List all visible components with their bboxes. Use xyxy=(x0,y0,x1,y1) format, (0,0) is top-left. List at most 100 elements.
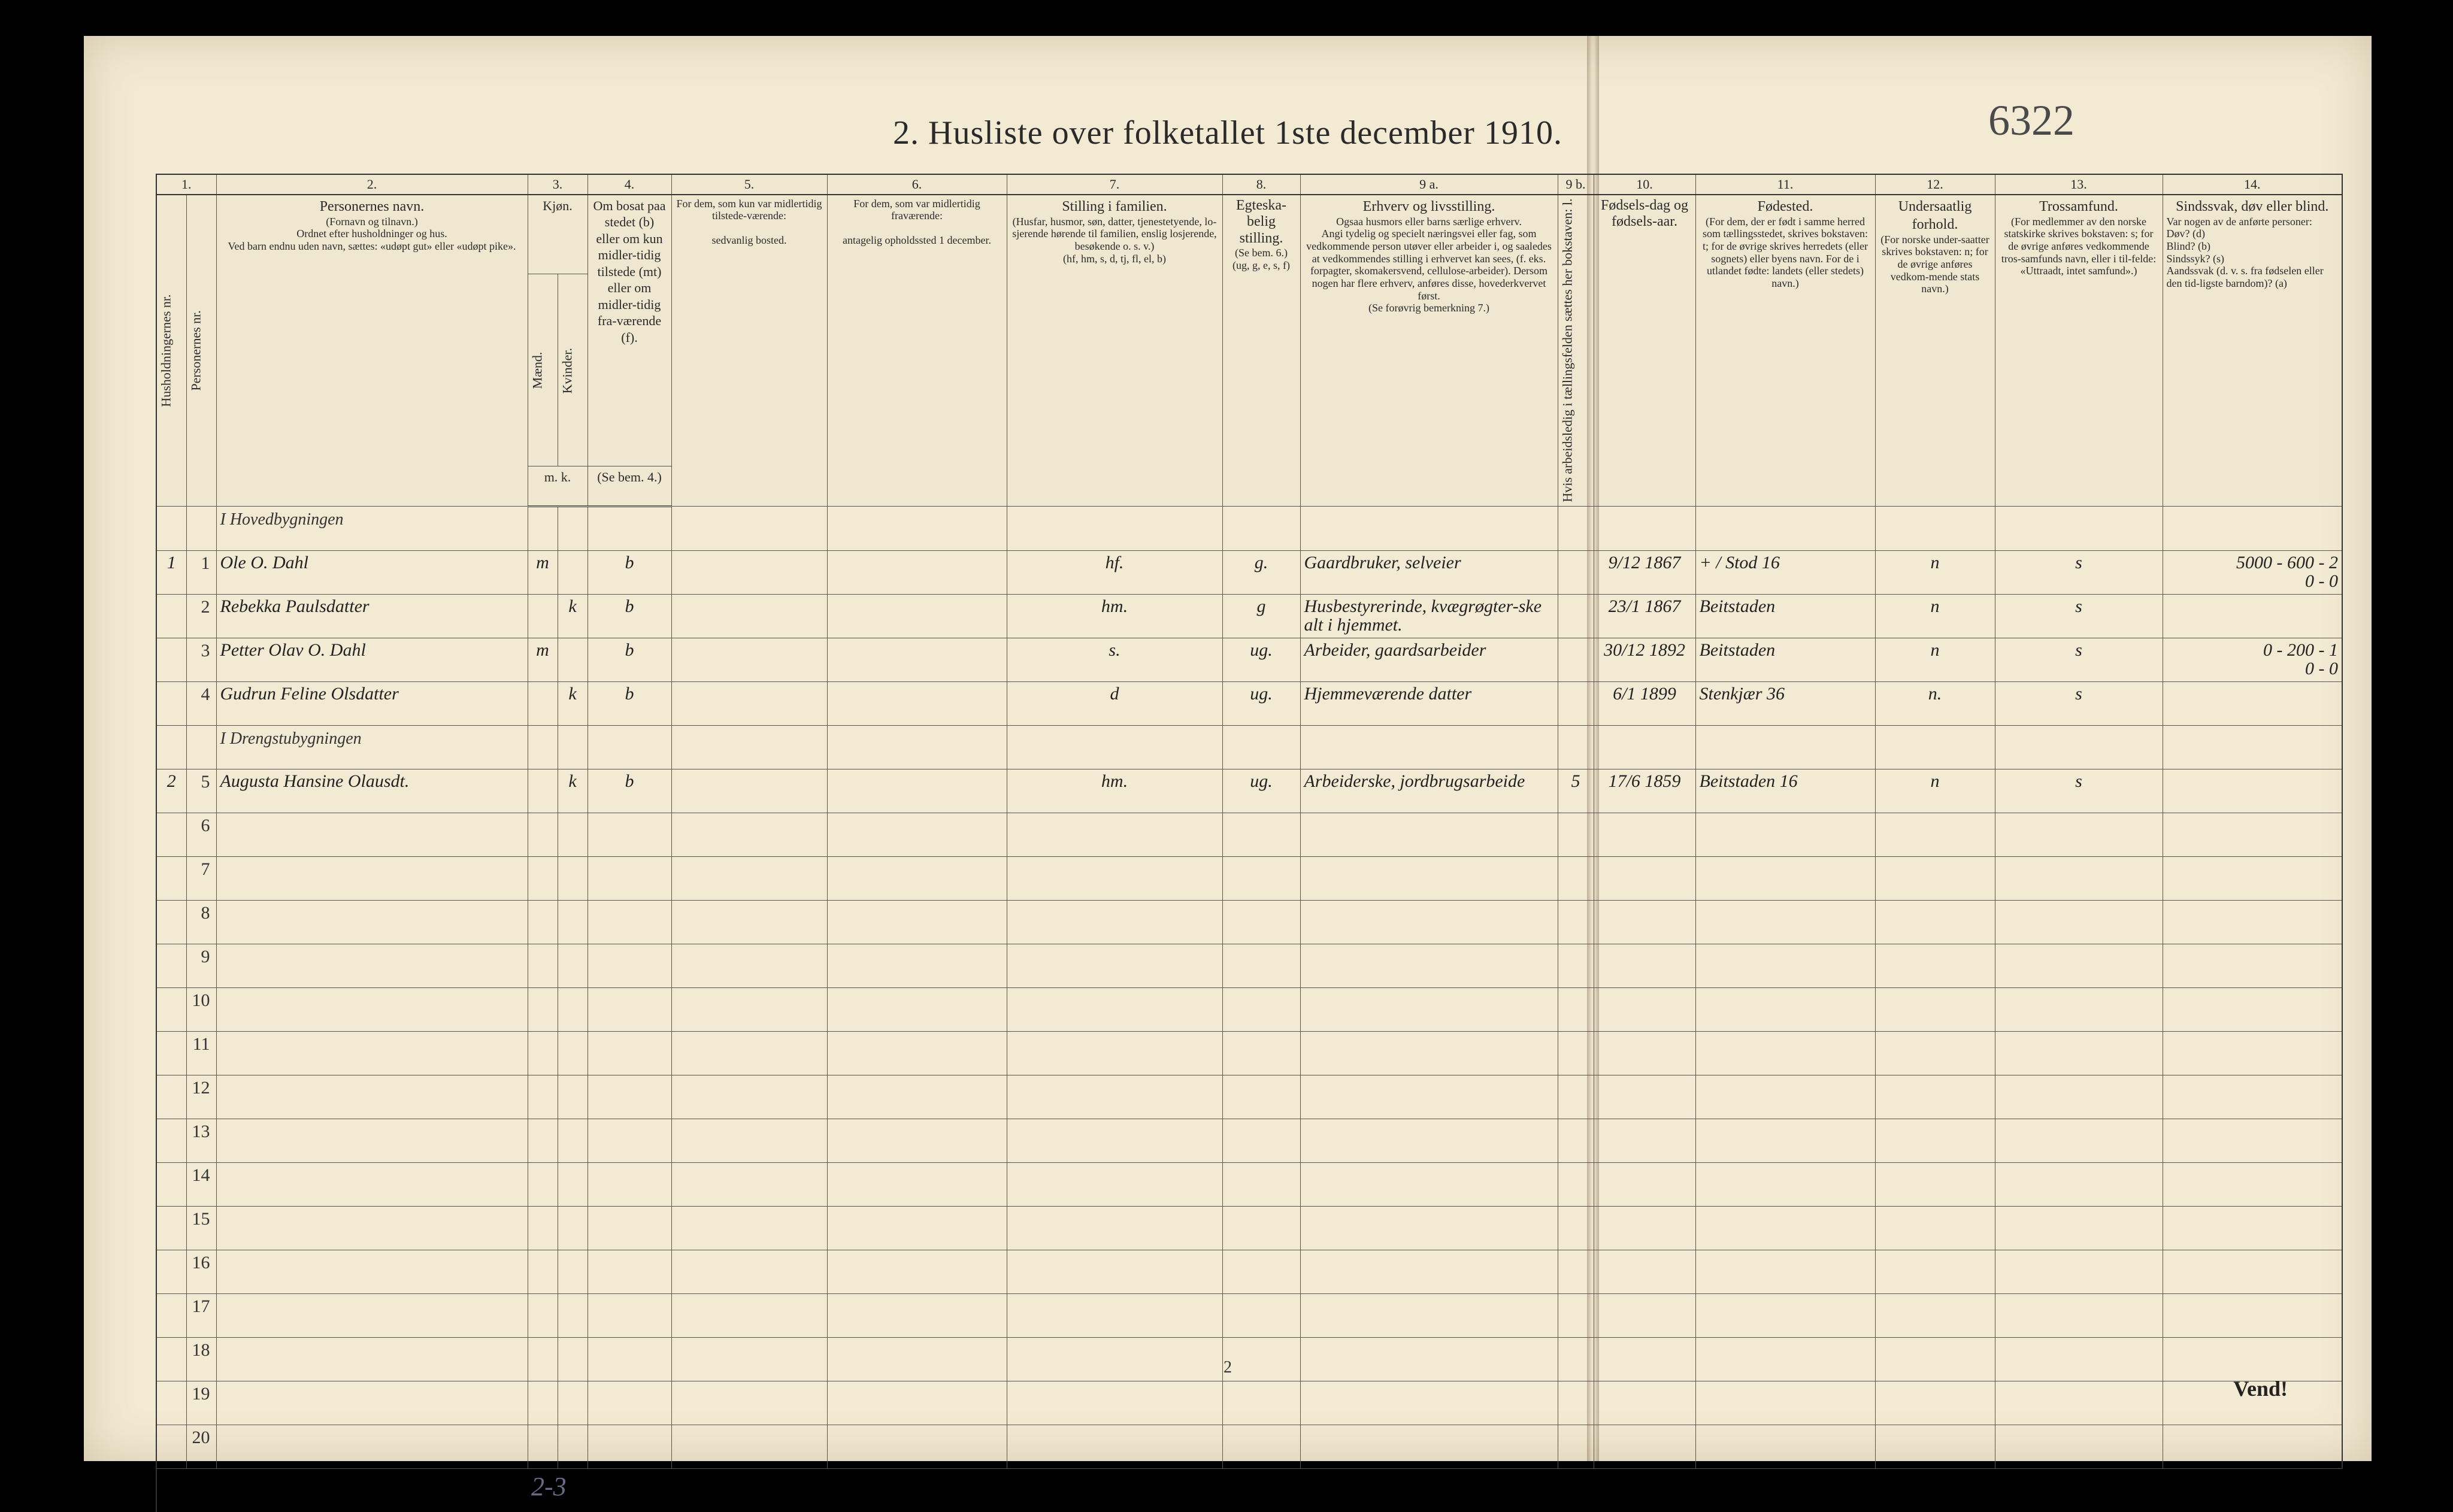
cell xyxy=(156,856,186,900)
cell xyxy=(1875,1031,1995,1075)
cell xyxy=(216,987,528,1031)
hdr-sex-m: Mænd. xyxy=(528,274,558,466)
cell xyxy=(1995,1075,2163,1119)
hdr-col5-sub: sedvanlig bosted. xyxy=(676,234,823,247)
cell: Arbeiderske, jordbrugsarbeide xyxy=(1300,769,1558,813)
cell: hm. xyxy=(1007,594,1222,638)
cell: 3 xyxy=(186,638,216,681)
hdr-col9a-title: Erhverv og livsstilling. xyxy=(1304,198,1554,216)
cell xyxy=(528,813,558,856)
hdr-name-sub2: Ordnet efter husholdninger og hus. xyxy=(220,228,524,240)
cell xyxy=(558,813,587,856)
cell xyxy=(1300,1250,1558,1293)
cell xyxy=(156,1075,186,1119)
cell xyxy=(1300,944,1558,987)
cell xyxy=(558,1119,587,1162)
cell xyxy=(1875,1425,1995,1468)
colnum-2: 2. xyxy=(216,174,528,195)
cell xyxy=(1007,506,1222,550)
hdr-col5: For dem, som kun var midlertidig tilsted… xyxy=(671,195,827,507)
cell xyxy=(558,944,587,987)
cell xyxy=(1695,506,1875,550)
cell xyxy=(2163,1425,2342,1468)
cell: s. xyxy=(1007,638,1222,681)
cell xyxy=(528,1206,558,1250)
table-row-empty: 19 xyxy=(156,1381,2342,1425)
cell xyxy=(1995,1293,2163,1337)
hdr-col8-title: Egteska-belig stilling. xyxy=(1226,198,1297,247)
cell xyxy=(1300,987,1558,1031)
cell xyxy=(558,856,587,900)
cell xyxy=(156,944,186,987)
cell xyxy=(671,1250,827,1293)
cell xyxy=(827,1425,1007,1468)
cell xyxy=(1558,1381,1594,1425)
cell xyxy=(1594,1425,1695,1468)
cell xyxy=(1007,1206,1222,1250)
cell xyxy=(1300,1075,1558,1119)
cell xyxy=(1875,1250,1995,1293)
cell xyxy=(156,1381,186,1425)
cell xyxy=(587,725,671,769)
cell: 9/12 1867 xyxy=(1594,550,1695,594)
cell xyxy=(216,813,528,856)
cell xyxy=(156,1162,186,1206)
cell xyxy=(528,1293,558,1337)
cell xyxy=(1558,1425,1594,1468)
cell xyxy=(1300,813,1558,856)
cell xyxy=(1558,1075,1594,1119)
cell xyxy=(1875,1075,1995,1119)
cell xyxy=(1558,944,1594,987)
cell xyxy=(528,1337,558,1381)
cell xyxy=(528,944,558,987)
cell xyxy=(1695,1337,1875,1381)
cell xyxy=(671,725,827,769)
cell: 8 xyxy=(186,900,216,944)
cell: + / Stod 16 xyxy=(1695,550,1875,594)
cell xyxy=(558,1381,587,1425)
cell xyxy=(1558,1206,1594,1250)
cell: 30/12 1892 xyxy=(1594,638,1695,681)
cell xyxy=(1007,1119,1222,1162)
table-row: 11Ole O. Dahlmbhf.g.Gaardbruker, selveie… xyxy=(156,550,2342,594)
hdr-col9a-sub2: Angi tydelig og specielt næringsvei elle… xyxy=(1304,228,1554,302)
cell xyxy=(671,1381,827,1425)
colnum-12: 12. xyxy=(1875,174,1995,195)
cell xyxy=(671,1293,827,1337)
cell xyxy=(1695,1293,1875,1337)
cell xyxy=(2163,1250,2342,1293)
hdr-col5-title: For dem, som kun var midlertidig tilsted… xyxy=(676,198,823,222)
cell xyxy=(1222,1381,1300,1425)
table-row: 2Rebekka Paulsdatterkbhm.gHusbestyrerind… xyxy=(156,594,2342,638)
cell xyxy=(216,900,528,944)
cell xyxy=(1695,1468,1875,1512)
cell xyxy=(827,1337,1007,1381)
cell xyxy=(1222,1075,1300,1119)
building-note-row: I Hovedbygningen xyxy=(156,506,2342,550)
cell: Rebekka Paulsdatter xyxy=(216,594,528,638)
cell: b xyxy=(587,550,671,594)
cell xyxy=(2163,813,2342,856)
cell: m xyxy=(528,550,558,594)
cell xyxy=(587,987,671,1031)
cell xyxy=(156,1337,186,1381)
cell: s xyxy=(1995,638,2163,681)
hdr-col8: Egteska-belig stilling. (Se bem. 6.) (ug… xyxy=(1222,195,1300,507)
cell xyxy=(827,1468,1007,1512)
cell: n. xyxy=(1875,681,1995,725)
cell xyxy=(1695,1381,1875,1425)
table-row-empty: 9 xyxy=(156,944,2342,987)
cell: 5 xyxy=(186,769,216,813)
cell xyxy=(671,1337,827,1381)
cell xyxy=(671,1031,827,1075)
cell xyxy=(1695,1425,1875,1468)
cell xyxy=(156,681,186,725)
cell xyxy=(1594,1250,1695,1293)
cell xyxy=(1007,900,1222,944)
colnum-9a: 9 a. xyxy=(1300,174,1558,195)
cell: Beitstaden xyxy=(1695,594,1875,638)
colnum-13: 13. xyxy=(1995,174,2163,195)
cell xyxy=(1995,813,2163,856)
hdr-col7: Stilling i familien. (Husfar, husmor, sø… xyxy=(1007,195,1222,507)
cell xyxy=(2163,1075,2342,1119)
